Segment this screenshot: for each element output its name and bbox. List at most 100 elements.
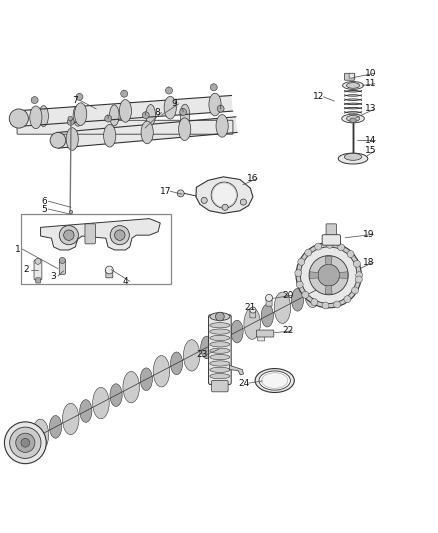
Ellipse shape: [49, 416, 62, 438]
Ellipse shape: [39, 106, 49, 126]
Ellipse shape: [210, 361, 230, 366]
Circle shape: [180, 109, 187, 116]
FancyBboxPatch shape: [258, 335, 265, 341]
Text: 23: 23: [197, 350, 208, 359]
Text: 21: 21: [245, 303, 256, 312]
Ellipse shape: [179, 118, 191, 141]
Ellipse shape: [274, 292, 291, 324]
Circle shape: [210, 84, 217, 91]
Ellipse shape: [344, 154, 362, 160]
FancyBboxPatch shape: [208, 315, 231, 384]
FancyBboxPatch shape: [59, 260, 65, 274]
Ellipse shape: [244, 308, 261, 340]
Ellipse shape: [210, 313, 230, 320]
Circle shape: [355, 276, 362, 283]
Text: 20: 20: [282, 290, 293, 300]
Ellipse shape: [209, 93, 221, 116]
Text: 13: 13: [365, 104, 376, 114]
Text: 18: 18: [364, 257, 375, 266]
Ellipse shape: [141, 121, 153, 144]
FancyBboxPatch shape: [349, 73, 354, 78]
Circle shape: [334, 301, 341, 308]
Ellipse shape: [30, 106, 42, 128]
Polygon shape: [338, 154, 368, 158]
FancyBboxPatch shape: [344, 73, 355, 80]
Ellipse shape: [210, 348, 230, 353]
Text: 22: 22: [282, 326, 293, 335]
FancyBboxPatch shape: [326, 224, 336, 238]
Circle shape: [353, 260, 360, 267]
FancyBboxPatch shape: [36, 278, 41, 283]
Circle shape: [217, 105, 224, 112]
Bar: [21, 214, 171, 284]
Text: 2: 2: [24, 265, 29, 274]
Ellipse shape: [180, 104, 190, 125]
Ellipse shape: [110, 384, 122, 407]
Text: 6: 6: [41, 197, 47, 206]
FancyBboxPatch shape: [212, 381, 228, 392]
Circle shape: [201, 197, 207, 204]
Circle shape: [50, 133, 66, 148]
Circle shape: [318, 264, 339, 286]
Circle shape: [338, 244, 345, 251]
Circle shape: [105, 115, 112, 122]
Circle shape: [300, 247, 357, 303]
Circle shape: [352, 287, 359, 294]
Ellipse shape: [255, 368, 294, 392]
Ellipse shape: [146, 104, 155, 125]
Circle shape: [222, 204, 228, 211]
Text: 12: 12: [314, 92, 325, 101]
Text: 1: 1: [15, 245, 21, 254]
Circle shape: [35, 258, 41, 264]
Ellipse shape: [210, 367, 230, 373]
Ellipse shape: [63, 403, 79, 434]
Text: 24: 24: [239, 378, 250, 387]
Circle shape: [298, 259, 305, 265]
Circle shape: [347, 251, 354, 257]
FancyBboxPatch shape: [250, 310, 255, 318]
Ellipse shape: [261, 304, 273, 327]
Ellipse shape: [93, 387, 109, 419]
Ellipse shape: [104, 124, 116, 147]
Text: 4: 4: [123, 277, 128, 286]
Text: 3: 3: [51, 272, 57, 280]
Circle shape: [31, 96, 38, 103]
Circle shape: [110, 225, 129, 245]
Circle shape: [326, 241, 333, 248]
Circle shape: [121, 90, 128, 97]
Ellipse shape: [216, 115, 228, 137]
Ellipse shape: [164, 96, 177, 119]
FancyBboxPatch shape: [106, 270, 113, 278]
Circle shape: [356, 272, 363, 279]
Ellipse shape: [184, 340, 200, 371]
Text: 7: 7: [73, 96, 78, 105]
Ellipse shape: [119, 100, 131, 122]
Circle shape: [211, 182, 237, 208]
Ellipse shape: [140, 368, 152, 391]
Ellipse shape: [261, 373, 288, 389]
Circle shape: [212, 183, 237, 207]
Circle shape: [59, 225, 78, 245]
Circle shape: [59, 257, 65, 263]
Text: 19: 19: [364, 230, 375, 239]
Circle shape: [16, 433, 35, 453]
Ellipse shape: [338, 153, 368, 164]
Text: 11: 11: [365, 79, 376, 88]
Ellipse shape: [123, 372, 139, 403]
Polygon shape: [325, 256, 332, 265]
Ellipse shape: [214, 324, 230, 355]
Circle shape: [76, 93, 83, 100]
Ellipse shape: [321, 272, 334, 296]
Text: 5: 5: [41, 205, 47, 214]
Circle shape: [177, 190, 184, 197]
Circle shape: [322, 302, 329, 309]
FancyBboxPatch shape: [34, 260, 42, 280]
Polygon shape: [230, 365, 244, 375]
Ellipse shape: [80, 400, 92, 422]
FancyBboxPatch shape: [17, 120, 233, 134]
Ellipse shape: [73, 106, 83, 126]
Circle shape: [315, 243, 322, 250]
Circle shape: [142, 112, 149, 119]
Polygon shape: [310, 272, 318, 279]
Circle shape: [250, 307, 256, 313]
